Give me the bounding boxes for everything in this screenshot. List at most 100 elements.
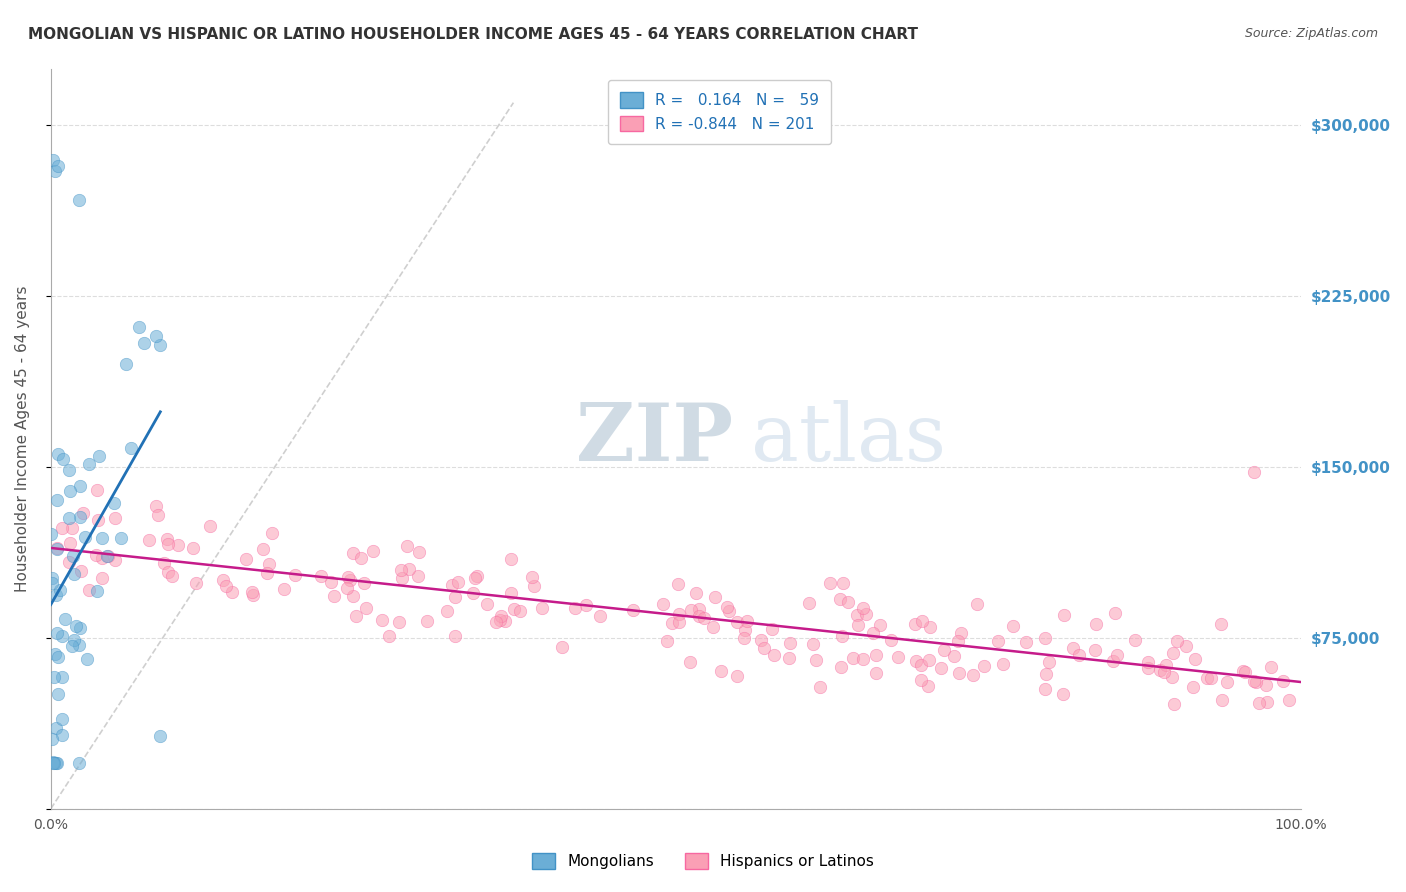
Mongolians <box>110 531 132 545</box>
Hispanics or Latinos <box>90 571 112 585</box>
Hispanics or Latinos <box>284 567 307 582</box>
Hispanics or Latinos <box>1243 673 1265 688</box>
Mongolians <box>42 670 65 684</box>
Hispanics or Latinos <box>1052 687 1074 701</box>
Hispanics or Latinos <box>1002 619 1025 633</box>
Hispanics or Latinos <box>152 557 174 571</box>
Text: MONGOLIAN VS HISPANIC OR LATINO HOUSEHOLDER INCOME AGES 45 - 64 YEARS CORRELATIO: MONGOLIAN VS HISPANIC OR LATINO HOUSEHOL… <box>28 27 918 42</box>
Hispanics or Latinos <box>323 589 346 603</box>
Hispanics or Latinos <box>797 596 820 610</box>
Hispanics or Latinos <box>1277 692 1299 706</box>
Hispanics or Latinos <box>716 599 738 614</box>
Hispanics or Latinos <box>440 578 463 592</box>
Hispanics or Latinos <box>1211 617 1233 632</box>
Hispanics or Latinos <box>779 635 801 649</box>
Mongolians <box>63 633 86 648</box>
Hispanics or Latinos <box>1201 671 1223 685</box>
Hispanics or Latinos <box>242 588 264 602</box>
Mongolians <box>51 452 73 467</box>
Hispanics or Latinos <box>702 620 724 634</box>
Mongolians <box>46 650 69 665</box>
Mongolians <box>145 328 167 343</box>
Hispanics or Latinos <box>398 562 420 576</box>
Hispanics or Latinos <box>950 626 973 640</box>
Hispanics or Latinos <box>1256 695 1278 709</box>
Mongolians <box>96 549 118 563</box>
Hispanics or Latinos <box>344 609 367 624</box>
Hispanics or Latinos <box>436 604 458 618</box>
Hispanics or Latinos <box>157 537 180 551</box>
Hispanics or Latinos <box>371 614 394 628</box>
Hispanics or Latinos <box>443 629 465 643</box>
Hispanics or Latinos <box>1184 651 1206 665</box>
Mongolians <box>149 729 172 743</box>
Hispanics or Latinos <box>215 578 238 592</box>
Mongolians <box>53 612 76 626</box>
Hispanics or Latinos <box>1161 646 1184 660</box>
Hispanics or Latinos <box>162 568 184 582</box>
Mongolians <box>103 496 125 510</box>
Mongolians <box>67 638 90 652</box>
Hispanics or Latinos <box>464 570 486 584</box>
Mongolians <box>128 319 150 334</box>
Mongolians <box>132 336 155 351</box>
Hispanics or Latinos <box>104 511 127 525</box>
Hispanics or Latinos <box>733 631 755 645</box>
Text: Source: ZipAtlas.com: Source: ZipAtlas.com <box>1244 27 1378 40</box>
Hispanics or Latinos <box>910 673 932 687</box>
Mongolians <box>91 531 114 545</box>
Hispanics or Latinos <box>588 608 610 623</box>
Hispanics or Latinos <box>679 655 702 669</box>
Hispanics or Latinos <box>865 665 887 680</box>
Hispanics or Latinos <box>145 500 167 514</box>
Hispanics or Latinos <box>1033 681 1056 696</box>
Hispanics or Latinos <box>762 648 785 663</box>
Mongolians <box>44 164 66 178</box>
Hispanics or Latinos <box>156 533 179 547</box>
Mongolians <box>120 441 142 455</box>
Hispanics or Latinos <box>855 607 877 622</box>
Hispanics or Latinos <box>262 526 284 541</box>
Hispanics or Latinos <box>710 665 733 679</box>
Hispanics or Latinos <box>1181 681 1204 695</box>
Mongolians <box>59 483 82 498</box>
Hispanics or Latinos <box>1272 673 1295 688</box>
Hispanics or Latinos <box>808 680 831 694</box>
Hispanics or Latinos <box>918 653 941 667</box>
Hispanics or Latinos <box>1215 675 1237 690</box>
Hispanics or Latinos <box>852 652 875 666</box>
Mongolians <box>62 549 84 564</box>
Mongolians <box>45 626 67 640</box>
Text: ZIP: ZIP <box>576 400 733 477</box>
Text: atlas: atlas <box>751 400 946 477</box>
Hispanics or Latinos <box>408 545 430 559</box>
Hispanics or Latinos <box>221 584 243 599</box>
Mongolians <box>76 652 98 666</box>
Hispanics or Latinos <box>339 574 361 588</box>
Hispanics or Latinos <box>973 659 995 673</box>
Hispanics or Latinos <box>1033 631 1056 645</box>
Mongolians <box>46 687 69 701</box>
Hispanics or Latinos <box>865 648 887 662</box>
Hispanics or Latinos <box>388 615 411 629</box>
Hispanics or Latinos <box>465 569 488 583</box>
Hispanics or Latinos <box>1084 617 1107 632</box>
Hispanics or Latinos <box>353 576 375 591</box>
Mongolians <box>46 447 69 461</box>
Hispanics or Latinos <box>395 539 418 553</box>
Hispanics or Latinos <box>1166 634 1188 648</box>
Hispanics or Latinos <box>668 607 690 622</box>
Mongolians <box>115 357 138 371</box>
Hispanics or Latinos <box>502 602 524 616</box>
Hispanics or Latinos <box>779 651 801 665</box>
Mongolians <box>41 732 63 747</box>
Hispanics or Latinos <box>962 667 984 681</box>
Mongolians <box>69 620 91 634</box>
Hispanics or Latinos <box>1104 606 1126 620</box>
Hispanics or Latinos <box>321 575 343 590</box>
Hispanics or Latinos <box>693 610 716 624</box>
Hispanics or Latinos <box>46 541 69 555</box>
Hispanics or Latinos <box>240 585 263 599</box>
Hispanics or Latinos <box>489 609 512 624</box>
Hispanics or Latinos <box>86 513 108 527</box>
